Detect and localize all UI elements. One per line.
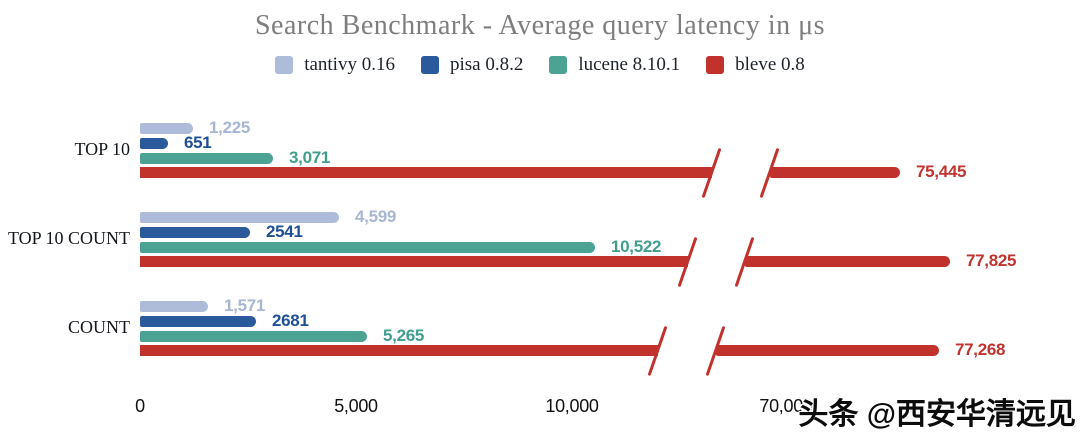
category-label: COUNT — [68, 317, 130, 337]
legend: tantivy 0.16 pisa 0.8.2 lucene 8.10.1 bleve… — [0, 54, 1080, 76]
bar-segment-bleve — [716, 345, 939, 356]
legend-label: pisa 0.8.2 — [449, 54, 524, 75]
category-label: TOP 10 COUNT — [7, 228, 130, 248]
watermark: 头条 @西安华清远见 — [798, 398, 1076, 431]
bar-lucene — [140, 242, 595, 253]
value-label: 4,599 — [355, 207, 397, 226]
value-label: 1,225 — [209, 118, 251, 137]
bar-segment-bleve — [140, 167, 712, 178]
value-label: 3,071 — [289, 148, 331, 167]
category-label: TOP 10 — [74, 139, 130, 159]
legend-swatch-icon — [706, 56, 725, 74]
bar-lucene — [140, 331, 367, 342]
bar-segment-bleve — [140, 256, 688, 267]
legend-item-1: tantivy 0.16 — [275, 54, 395, 76]
bar-tantivy — [140, 123, 193, 134]
legend-item-4: bleve 0.8 — [706, 54, 805, 76]
legend-swatch-icon — [275, 56, 294, 74]
bar-segment-bleve — [745, 256, 950, 267]
legend-item-3: lucene 8.10.1 — [549, 54, 680, 76]
value-label: 75,445 — [916, 162, 967, 181]
x-axis-tick: 5,000 — [334, 396, 378, 416]
bar-pisa — [140, 227, 250, 238]
value-label: 1,571 — [224, 296, 266, 315]
bar-tantivy — [140, 212, 339, 223]
bar-tantivy — [140, 301, 208, 312]
x-axis-tick: 0 — [135, 396, 145, 416]
value-label: 10,522 — [611, 237, 662, 256]
legend-item-2: pisa 0.8.2 — [420, 54, 524, 76]
chart-title: Search Benchmark - Average query latency… — [254, 10, 826, 41]
value-label: 77,268 — [955, 340, 1006, 359]
value-label: 5,265 — [383, 326, 425, 345]
bar-segment-bleve — [140, 345, 658, 356]
bar-segment-bleve — [770, 167, 900, 178]
value-label: 2681 — [272, 311, 309, 330]
legend-swatch-icon — [420, 56, 439, 74]
legend-label: tantivy 0.16 — [304, 54, 395, 75]
legend-label: lucene 8.10.1 — [578, 54, 681, 75]
bar-pisa — [140, 138, 168, 149]
bar-lucene — [140, 153, 273, 164]
x-axis-tick: 70,000 — [759, 396, 813, 416]
value-label: 651 — [184, 133, 212, 152]
legend-swatch-icon — [549, 56, 568, 74]
value-label: 2541 — [266, 222, 303, 241]
bar-pisa — [140, 316, 256, 327]
legend-label: bleve 0.8 — [735, 54, 805, 75]
value-label: 77,825 — [966, 251, 1017, 270]
x-axis-tick: 10,000 — [545, 396, 599, 416]
